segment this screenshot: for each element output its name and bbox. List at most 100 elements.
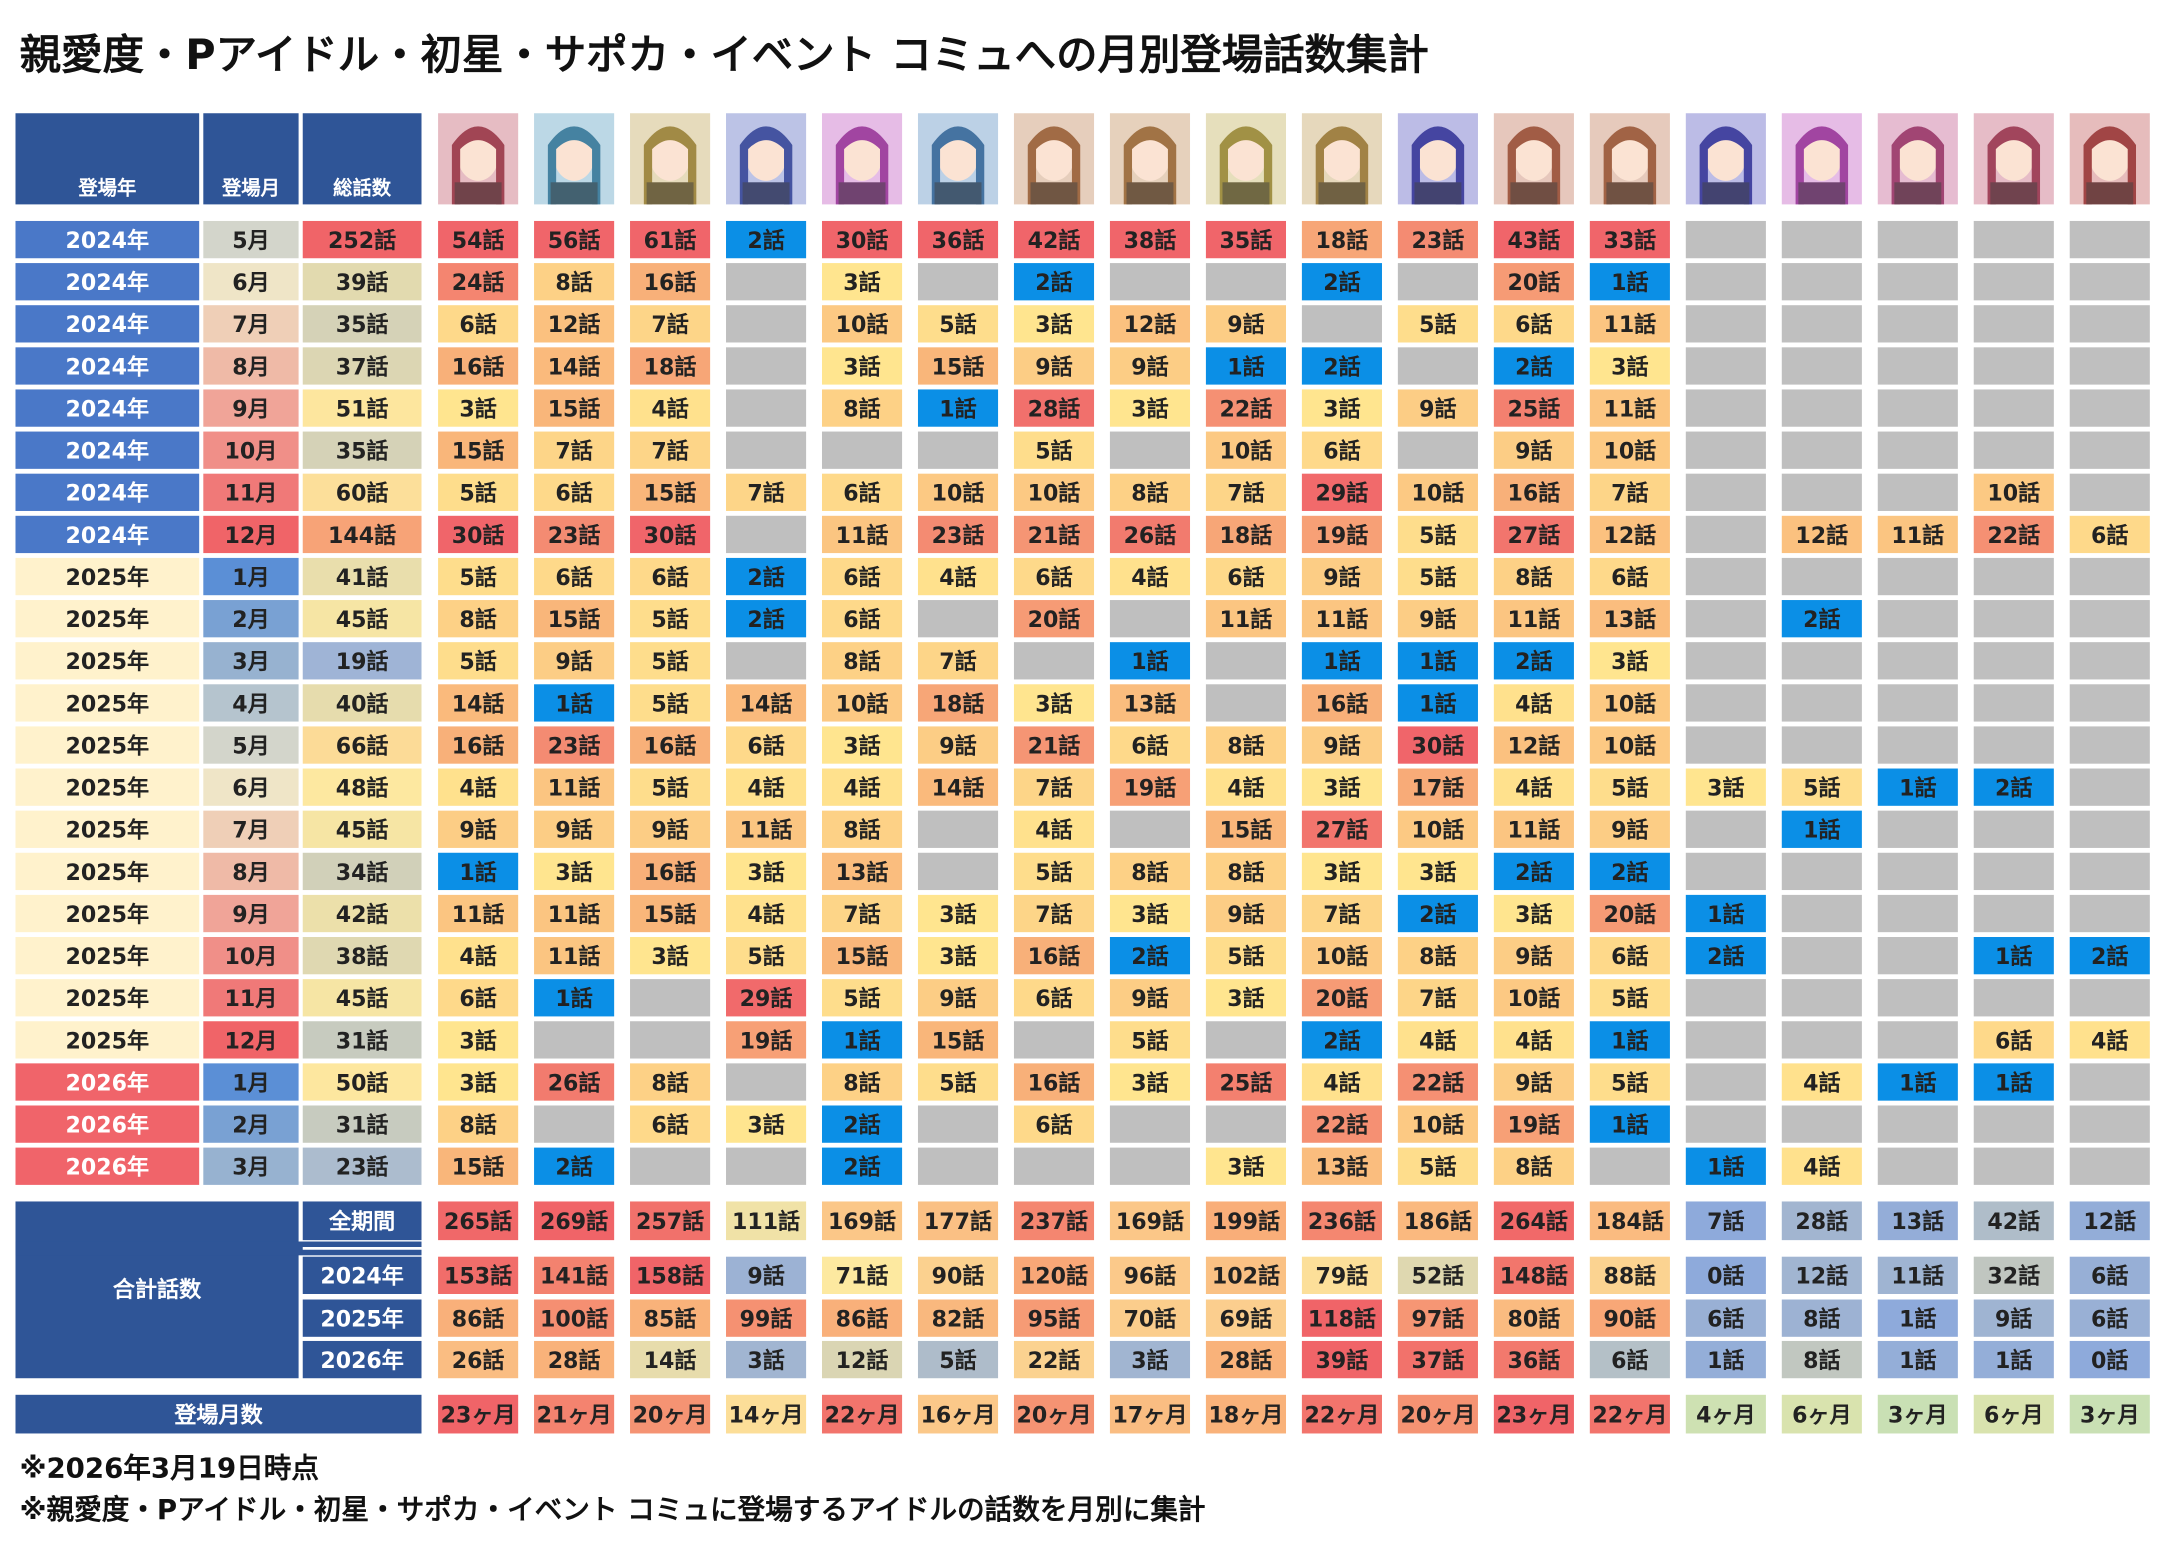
summary-count: 14話 bbox=[644, 1348, 697, 1374]
count: 8話 bbox=[1131, 860, 1168, 886]
summary-count-bg bbox=[534, 1340, 615, 1379]
summary-count-bg bbox=[1589, 1340, 1670, 1379]
count: 20話 bbox=[1507, 270, 1560, 296]
count: 2話 bbox=[843, 1113, 880, 1139]
count-bg bbox=[1397, 642, 1478, 680]
summary-count-bg bbox=[1397, 1201, 1478, 1241]
period-bg bbox=[302, 1201, 422, 1241]
count-bg bbox=[1301, 473, 1382, 511]
year: 2024年 bbox=[66, 481, 150, 507]
total: 60話 bbox=[336, 481, 389, 507]
empty-cell bbox=[2069, 642, 2150, 680]
period-bg bbox=[302, 1256, 422, 1294]
empty-cell bbox=[1685, 473, 1766, 511]
count: 3話 bbox=[1611, 354, 1648, 380]
count: 8話 bbox=[843, 396, 880, 422]
year-bg bbox=[15, 515, 200, 554]
portrait-body bbox=[1798, 182, 1846, 205]
count-bg bbox=[1301, 431, 1382, 469]
count: 4話 bbox=[651, 396, 688, 422]
empty-cell bbox=[1301, 305, 1382, 343]
count: 9話 bbox=[555, 649, 592, 675]
empty-cell bbox=[726, 515, 807, 554]
count-bg bbox=[726, 726, 807, 764]
count: 4話 bbox=[459, 776, 496, 802]
count: 3話 bbox=[1323, 776, 1360, 802]
count: 15話 bbox=[452, 439, 505, 465]
summary-count: 6話 bbox=[2091, 1307, 2128, 1333]
empty-cell bbox=[1685, 979, 1766, 1017]
summary-count-bg bbox=[1109, 1340, 1191, 1379]
count: 5話 bbox=[939, 312, 976, 338]
summary-count: 158話 bbox=[636, 1264, 704, 1290]
count: 1話 bbox=[1227, 354, 1264, 380]
summary-count-bg bbox=[1781, 1299, 1862, 1337]
year-bg bbox=[15, 220, 200, 259]
count-bg bbox=[1301, 347, 1382, 385]
count-bg bbox=[917, 894, 999, 933]
count-bg bbox=[917, 726, 999, 764]
count-bg bbox=[438, 473, 519, 511]
count-bg bbox=[630, 937, 711, 975]
year-bg bbox=[15, 642, 200, 680]
summary-count-bg bbox=[726, 1340, 807, 1379]
month: 4月 bbox=[232, 691, 269, 717]
count-bg bbox=[438, 515, 519, 554]
count: 3話 bbox=[1227, 986, 1264, 1012]
count-bg bbox=[1973, 768, 2054, 806]
summary-count-bg bbox=[726, 1256, 807, 1294]
summary-count: 265話 bbox=[444, 1209, 512, 1235]
summary-count-bg bbox=[1781, 1201, 1862, 1241]
summary-count: 0話 bbox=[2091, 1348, 2128, 1374]
year: 2025年 bbox=[66, 902, 150, 928]
count: 3話 bbox=[1035, 691, 1072, 717]
count: 8話 bbox=[1131, 481, 1168, 507]
count-bg bbox=[1493, 894, 1574, 933]
count-bg bbox=[438, 726, 519, 764]
count-bg bbox=[726, 473, 807, 511]
month: 6月 bbox=[232, 270, 269, 296]
count: 1話 bbox=[1899, 776, 1936, 802]
count: 12話 bbox=[1507, 733, 1560, 759]
summary-count-bg bbox=[1493, 1256, 1574, 1294]
count-bg bbox=[1397, 600, 1478, 638]
count-bg bbox=[1589, 305, 1670, 343]
total: 40話 bbox=[336, 691, 389, 717]
empty-cell bbox=[1109, 263, 1191, 301]
count-bg bbox=[1877, 768, 1958, 806]
count: 2話 bbox=[843, 1155, 880, 1181]
count-bg bbox=[1205, 389, 1287, 427]
count: 23話 bbox=[548, 733, 601, 759]
month-bg bbox=[203, 1105, 299, 1143]
summary-count-bg bbox=[1493, 1340, 1574, 1379]
empty-cell bbox=[1685, 852, 1766, 891]
summary-count-bg bbox=[1493, 1201, 1574, 1241]
months-count-bg bbox=[2069, 1394, 2150, 1434]
count: 5話 bbox=[1611, 1070, 1648, 1096]
count: 9話 bbox=[1323, 733, 1360, 759]
empty-cell bbox=[1397, 431, 1478, 469]
summary-count: 1話 bbox=[1995, 1348, 2032, 1374]
count: 2話 bbox=[747, 228, 784, 254]
count: 1話 bbox=[843, 1028, 880, 1054]
empty-cell bbox=[917, 600, 999, 638]
summary-count-bg bbox=[1685, 1256, 1766, 1294]
summary-count-bg bbox=[1877, 1201, 1958, 1241]
count: 14話 bbox=[932, 776, 985, 802]
count: 10話 bbox=[836, 691, 889, 717]
count-bg bbox=[438, 1021, 519, 1059]
count: 4話 bbox=[2091, 1028, 2128, 1054]
count: 6話 bbox=[459, 312, 496, 338]
summary-count-bg bbox=[1109, 1299, 1191, 1337]
count: 8話 bbox=[459, 607, 496, 633]
empty-cell bbox=[630, 1021, 711, 1059]
count: 10話 bbox=[1507, 986, 1560, 1012]
empty-cell bbox=[2069, 684, 2150, 722]
empty-cell bbox=[1781, 1105, 1862, 1143]
summary-count: 153話 bbox=[444, 1264, 512, 1290]
count-bg bbox=[630, 600, 711, 638]
summary-count: 237話 bbox=[1020, 1209, 1088, 1235]
count-bg bbox=[1973, 937, 2054, 975]
header-label: 登場年 bbox=[77, 176, 136, 199]
count-bg bbox=[1493, 810, 1574, 848]
